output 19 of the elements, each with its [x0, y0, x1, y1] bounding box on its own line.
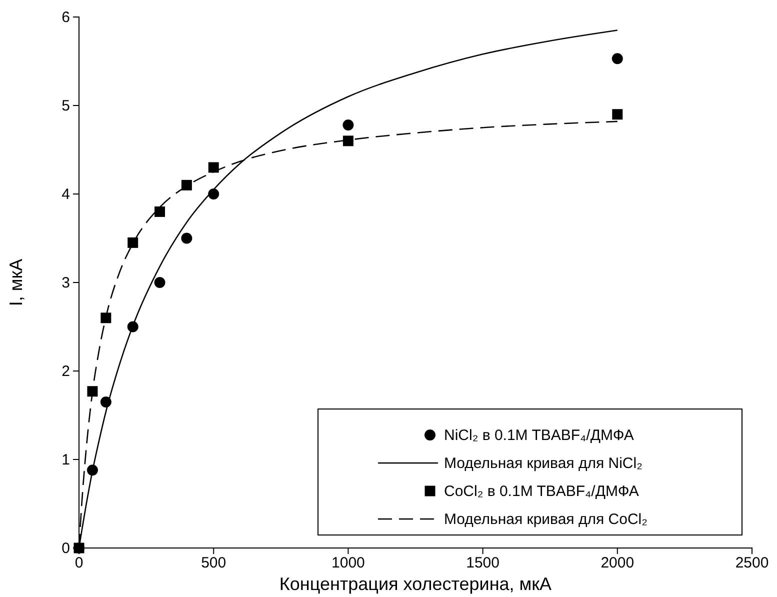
y-tick-label: 1	[62, 451, 70, 468]
y-tick-label: 5	[62, 97, 70, 114]
x-tick-label: 2500	[735, 554, 769, 572]
y-tick-label: 2	[62, 362, 70, 380]
y-axis-title: I, мкА	[6, 258, 26, 306]
x-tick-label: 500	[201, 554, 226, 572]
legend-label: NiCl₂ в 0.1M TBABF₄/ДМФА	[444, 427, 634, 444]
y-tick-label: 6	[62, 8, 70, 26]
x-axis-title: Концентрация холестерина, мкА	[279, 574, 552, 594]
y-tick-label: 3	[62, 274, 70, 292]
x-tick-label: 1000	[332, 554, 365, 572]
x-tick-label: 2000	[600, 554, 634, 572]
y-tick-label: 0	[62, 540, 70, 557]
legend-label: CoCl₂ в 0.1M TBABF₄/ДМФА	[444, 483, 639, 500]
x-tick-label: 0	[74, 554, 84, 572]
y-tick-label: 4	[62, 186, 70, 203]
x-tick-label: 1500	[466, 554, 500, 572]
legend-label: Модельная кривая для NiCl₂	[444, 455, 643, 472]
legend-label: Модельная кривая для CoCl₂	[444, 511, 648, 528]
